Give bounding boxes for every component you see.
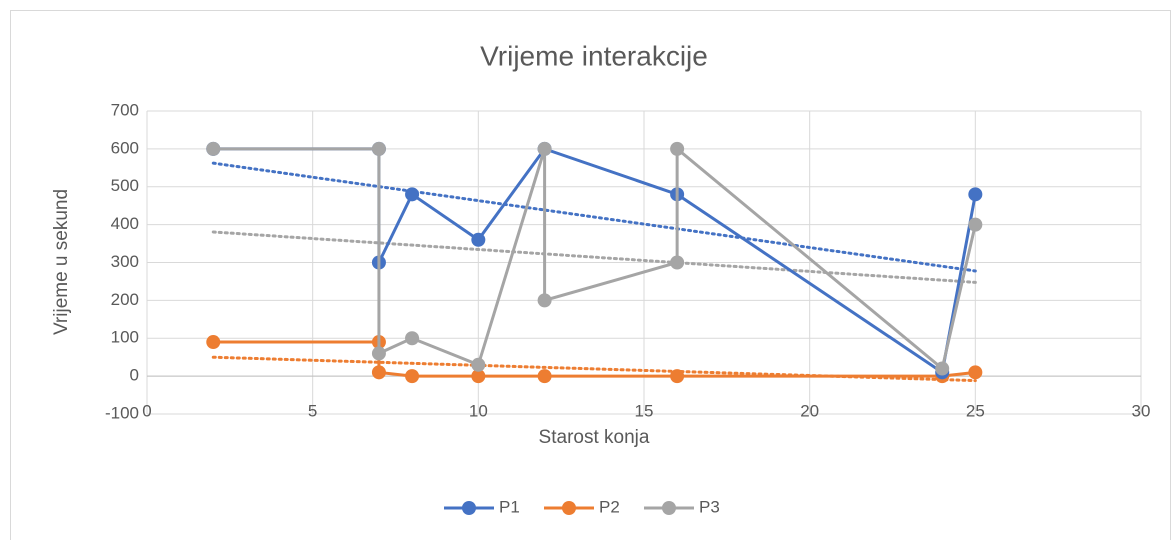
trendline: [211, 161, 977, 273]
x-tick-label: 5: [308, 401, 317, 420]
y-tick-label: 300: [111, 252, 139, 271]
y-tick-label: 0: [130, 366, 139, 385]
x-tick-label: 0: [142, 401, 151, 420]
legend-marker: [662, 501, 676, 515]
marker: [371, 346, 386, 361]
y-tick-label: 700: [111, 100, 139, 119]
legend-label: P3: [699, 497, 720, 516]
chart-title: Vrijeme interakcije: [480, 40, 708, 71]
marker: [670, 141, 685, 156]
marker: [471, 232, 486, 247]
marker: [206, 335, 221, 350]
marker: [206, 141, 221, 156]
x-tick-label: 15: [635, 401, 654, 420]
x-tick-label: 25: [966, 401, 985, 420]
y-tick-label: 100: [111, 328, 139, 347]
legend-marker: [562, 501, 576, 515]
marker: [471, 357, 486, 372]
y-tick-label: 500: [111, 176, 139, 195]
marker: [968, 187, 983, 202]
legend-label: P1: [499, 497, 520, 516]
y-axis-label: Vrijeme u sekund: [51, 189, 72, 335]
marker: [968, 217, 983, 232]
marker: [405, 369, 420, 384]
y-tick-label: 400: [111, 214, 139, 233]
marker: [968, 365, 983, 380]
marker: [471, 369, 486, 384]
x-tick-label: 20: [800, 401, 819, 420]
marker: [537, 141, 552, 156]
x-tick-label: 10: [469, 401, 488, 420]
marker: [371, 141, 386, 156]
marker: [537, 293, 552, 308]
chart-frame: [10, 10, 1171, 545]
trendline: [211, 230, 977, 284]
marker: [670, 255, 685, 270]
legend-label: P2: [599, 497, 620, 516]
marker: [405, 187, 420, 202]
y-tick-label: 200: [111, 290, 139, 309]
marker: [371, 365, 386, 380]
x-axis-label: Starost konja: [539, 427, 650, 448]
marker: [935, 361, 950, 376]
legend-marker: [462, 501, 476, 515]
marker: [405, 331, 420, 346]
marker: [670, 369, 685, 384]
x-tick-label: 30: [1132, 401, 1151, 420]
y-tick-label: -100: [105, 403, 139, 422]
y-tick-label: 600: [111, 138, 139, 157]
marker: [537, 369, 552, 384]
